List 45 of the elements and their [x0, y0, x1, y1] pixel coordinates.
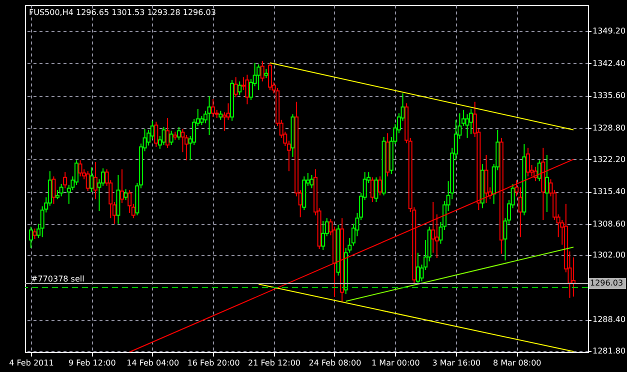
candlestick: [544, 154, 549, 212]
candlestick: [238, 80, 242, 96]
candlestick: [52, 176, 56, 204]
candlestick: [370, 176, 374, 202]
y-tick-label: 1328.80: [592, 123, 626, 132]
x-tick-label: 14 Feb 04:00: [126, 358, 180, 368]
candlestick: [218, 110, 223, 120]
candlestick: [162, 126, 166, 146]
x-tick-label: 21 Feb 12:00: [248, 358, 301, 368]
candlestick: [93, 162, 98, 200]
chart-title: FUS500,H4 1296.65 1301.53 1293.28 1296.03: [29, 8, 216, 17]
candlestick: [176, 126, 181, 140]
candlestick: [90, 166, 94, 193]
y-tick-label: 1349.20: [592, 26, 626, 36]
x-tick-label: 1 Mar 00:00: [372, 358, 420, 368]
ref-line-label: 1296.03: [590, 278, 624, 288]
y-tick-label: 1315.40: [592, 187, 626, 196]
x-tick-label: 3 Mar 16:00: [432, 358, 481, 368]
candlestick: [166, 117, 170, 148]
y-tick-label: 1308.60: [592, 219, 626, 228]
candlestick: [211, 98, 216, 118]
x-tick-label: 9 Feb 12:00: [68, 358, 116, 368]
y-tick-label: 1302.00: [592, 250, 626, 260]
y-tick-label: 1335.60: [592, 91, 626, 100]
candlestick: [32, 228, 37, 240]
x-tick-label: 24 Feb 08:00: [308, 358, 362, 368]
x-tick-label: 16 Feb 20:00: [187, 358, 240, 368]
candlestick: [154, 121, 158, 148]
candlestick: [469, 108, 474, 135]
ref-line-label: #770378 sell: [31, 274, 84, 284]
candlestick: [245, 74, 250, 105]
y-tick-label: 1288.40: [592, 315, 626, 324]
candlestick: [28, 226, 33, 249]
candlestick: [222, 112, 226, 132]
x-tick-label: 8 Mar 08:00: [492, 358, 542, 368]
candlestick: [374, 176, 378, 202]
candlestick: [268, 62, 272, 90]
candlestick: [534, 166, 538, 182]
x-tick-label: 4 Feb 2011: [9, 358, 54, 368]
y-tick-label: 1281.80: [592, 346, 626, 356]
candlestick: [169, 130, 174, 146]
candlestick: [256, 64, 261, 90]
candlestick: [260, 60, 264, 82]
y-tick-label: 1322.20: [592, 154, 626, 164]
y-tick-label: 1342.40: [592, 58, 626, 68]
